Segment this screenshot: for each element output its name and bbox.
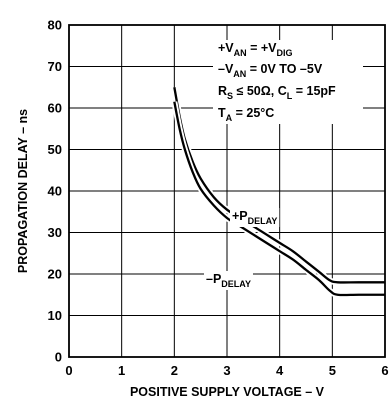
plot-frame bbox=[68, 24, 386, 358]
x-tick-label-0: 0 bbox=[65, 363, 72, 378]
conditions-bg bbox=[213, 40, 363, 124]
series-line-1 bbox=[173, 101, 385, 297]
x-tick-label-2: 2 bbox=[171, 363, 178, 378]
y-tick-label-6: 60 bbox=[48, 101, 62, 116]
series-label-0: +PDELAY bbox=[232, 209, 277, 226]
curves bbox=[171, 86, 385, 299]
condition-line-1: –VAN = 0V TO –5V bbox=[218, 62, 323, 79]
x-tick-label-1: 1 bbox=[118, 363, 125, 378]
condition-line-0: +VAN = +VDIG bbox=[218, 41, 293, 58]
y-tick-label-8: 80 bbox=[48, 18, 62, 33]
x-tick-label-4: 4 bbox=[276, 363, 284, 378]
condition-line-2: RS ≤ 50Ω, CL = 15pF bbox=[218, 84, 336, 101]
series-label-0-bg bbox=[230, 208, 280, 227]
y-tick-label-2: 20 bbox=[48, 267, 62, 282]
plot-border bbox=[68, 24, 386, 358]
y-tick-label-5: 50 bbox=[48, 142, 62, 157]
x-tick-label-3: 3 bbox=[223, 363, 230, 378]
y-tick-label-1: 10 bbox=[48, 308, 62, 323]
y-tick-label-0: 0 bbox=[55, 350, 62, 365]
y-tick-label-7: 70 bbox=[48, 59, 62, 74]
y-tick-label-3: 30 bbox=[48, 225, 62, 240]
y-axis-title: PROPAGATION DELAY – ns bbox=[16, 109, 30, 273]
series-line-0 bbox=[173, 87, 385, 284]
x-tick-label-5: 5 bbox=[329, 363, 336, 378]
condition-line-3: TA = 25°C bbox=[218, 106, 274, 123]
y-tick-label-4: 40 bbox=[48, 184, 62, 199]
series-label-1-bg bbox=[204, 271, 253, 290]
annotations: +VAN = +VDIG –VAN = 0V TO –5V RS ≤ 50Ω, CL… bbox=[204, 40, 363, 290]
x-tick-label-6: 6 bbox=[381, 363, 388, 378]
x-axis-title: POSITIVE SUPPLY VOLTAGE – V bbox=[130, 385, 325, 399]
series-label-1: –PDELAY bbox=[206, 272, 251, 289]
